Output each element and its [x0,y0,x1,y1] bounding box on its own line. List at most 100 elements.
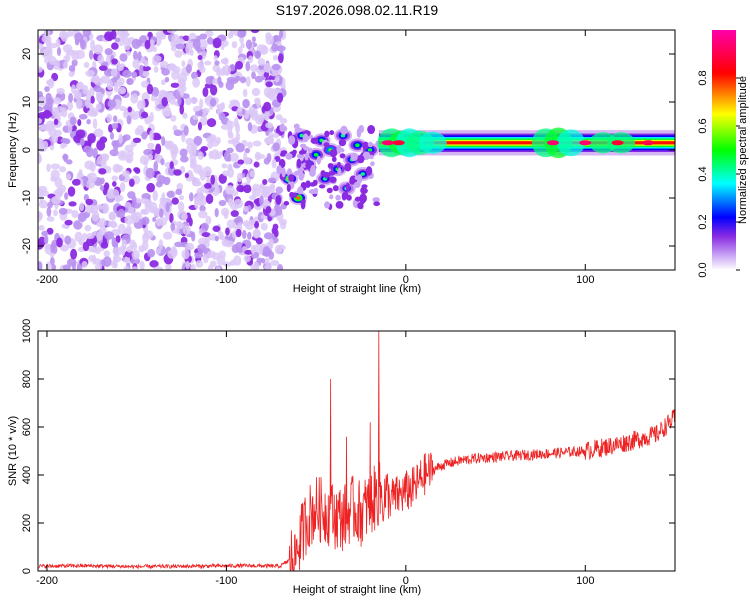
spectrogram-noise-cell [165,262,172,270]
spectrogram-noise-cell [71,50,80,61]
spectrogram-blob [294,127,303,133]
spectrogram-noise-cell [159,60,169,68]
spectrogram-noise-cell [199,33,208,40]
spectrogram-noise-cell [108,221,113,227]
spectrogram-noise-cell [170,44,177,52]
spectrogram-noise-cell [152,190,159,202]
spectrogram-noise-cell [100,177,105,185]
spectrogram-noise-cell [258,195,264,206]
spectrogram-noise-cell [67,186,76,197]
spectrogram-blob [292,149,297,155]
spectrogram-noise-cell [250,111,257,118]
spectrogram-noise-cell [60,142,65,149]
spectrogram-noise-cell [93,128,104,138]
spectrogram-noise-cell [231,41,238,49]
spectrogram-blob [313,153,319,157]
spectrogram-blob [365,166,373,176]
spectrogram-noise-cell [66,100,74,111]
spectrogram-noise-cell [66,30,73,38]
spectrogram-noise-cell [78,169,83,178]
spectrogram-blob [358,125,365,133]
spectrogram-noise-cell [123,42,131,51]
spectrogram-noise-cell [260,222,268,231]
spectrogram-noise-cell [112,140,119,151]
spectrogram-noise-cell [183,125,189,136]
spectrogram-blob [279,152,286,157]
spectrogram-noise-cell [95,103,102,111]
snr-frame [37,330,676,572]
spectrogram-noise-cell [47,78,55,89]
spectrogram-blob [343,191,349,200]
spectrogram-noise-cell [248,55,254,64]
spectrogram-noise-cell [38,224,45,231]
spectrogram-noise-cell [46,227,54,235]
colorbar-tick-label: 0.0 [697,262,709,277]
spectrogram-blob [300,199,306,210]
spectrogram-noise-cell [145,202,153,209]
spectrogram-noise-cell [161,136,166,147]
spectrogram-noise-cell [235,228,242,238]
spectrogram-blob [323,142,330,148]
spectrogram-blob [279,123,286,132]
colorbar-label: Normalized spectral amplitude [737,76,749,224]
spectrogram-noise-cell [98,217,107,228]
spectrogram-blob [305,162,312,169]
spectrogram-noise-cell [119,181,126,193]
spectrogram-noise-cell [161,192,166,204]
spectrogram-band-bump [418,131,447,154]
spectrogram-noise-cell [197,121,203,131]
spectrogram-noise-cell [180,155,189,163]
spectrogram-noise-cell [111,58,118,65]
spectrogram-noise-cell [247,141,253,149]
spectrogram-blob [304,152,309,161]
spectrogram-blob [305,180,311,188]
spectrogram-noise-cell [117,77,125,85]
spectrogram-noise-cell [231,244,240,254]
spectrogram-noise-cell [39,46,49,56]
spectrogram-noise-cell [236,172,243,183]
spectrogram-noise-cell [49,257,55,266]
spectrogram-noise-cell [56,237,63,248]
spectrogram-noise-cell [139,64,144,76]
spectrogram-noise-cell [115,235,121,244]
spectrogram-noise-cell [89,86,95,98]
spectrogram-noise-cell [214,235,219,242]
spectrogram-ytick-label: -20 [21,238,33,254]
spectrogram-noise-cell [78,113,88,120]
spectrogram-noise-cell [38,118,43,124]
spectrogram-blob [283,201,290,206]
spectrogram-noise-cell [118,86,127,94]
spectrogram-noise-cell [93,85,103,93]
spectrogram-noise-cell [218,199,227,207]
spectrogram-noise-cell [141,208,148,215]
spectrogram-blob [339,153,346,159]
spectrogram-blob [335,194,341,201]
spectrogram-noise-cell [196,187,204,198]
spectrogram-noise-cell [87,109,98,117]
spectrogram-noise-cell [268,251,275,260]
spectrogram-ytick-label: 10 [21,96,33,108]
spectrogram-noise-cell [269,95,277,102]
spectrogram-noise-cell [245,39,252,50]
spectrogram-noise-cell [59,166,67,173]
spectrogram-noise-cell [263,71,270,78]
spectrogram-noise-cell [178,194,185,201]
spectrogram-noise-cell [272,223,279,231]
spectrogram-noise-cell [104,31,114,42]
spectrogram-noise-cell [81,261,88,268]
spectrogram-noise-cell [152,216,157,223]
spectrogram-blob [297,186,304,195]
spectrogram-noise-cell [82,175,88,187]
spectrogram-blob [312,179,318,186]
spectrogram-noise-cell [114,37,121,43]
spectrogram-noise-cell [119,53,128,62]
spectrogram-noise-cell [204,82,214,89]
spectrogram-blob [331,156,337,163]
spectrogram-noise-cell [265,81,273,88]
spectrogram-noise-cell [55,38,61,48]
spectrogram-noise-cell [197,151,204,160]
spectrogram-noise-cell [212,225,221,232]
spectrogram-blob [367,148,373,152]
spectrogram-noise-cell [46,206,52,217]
